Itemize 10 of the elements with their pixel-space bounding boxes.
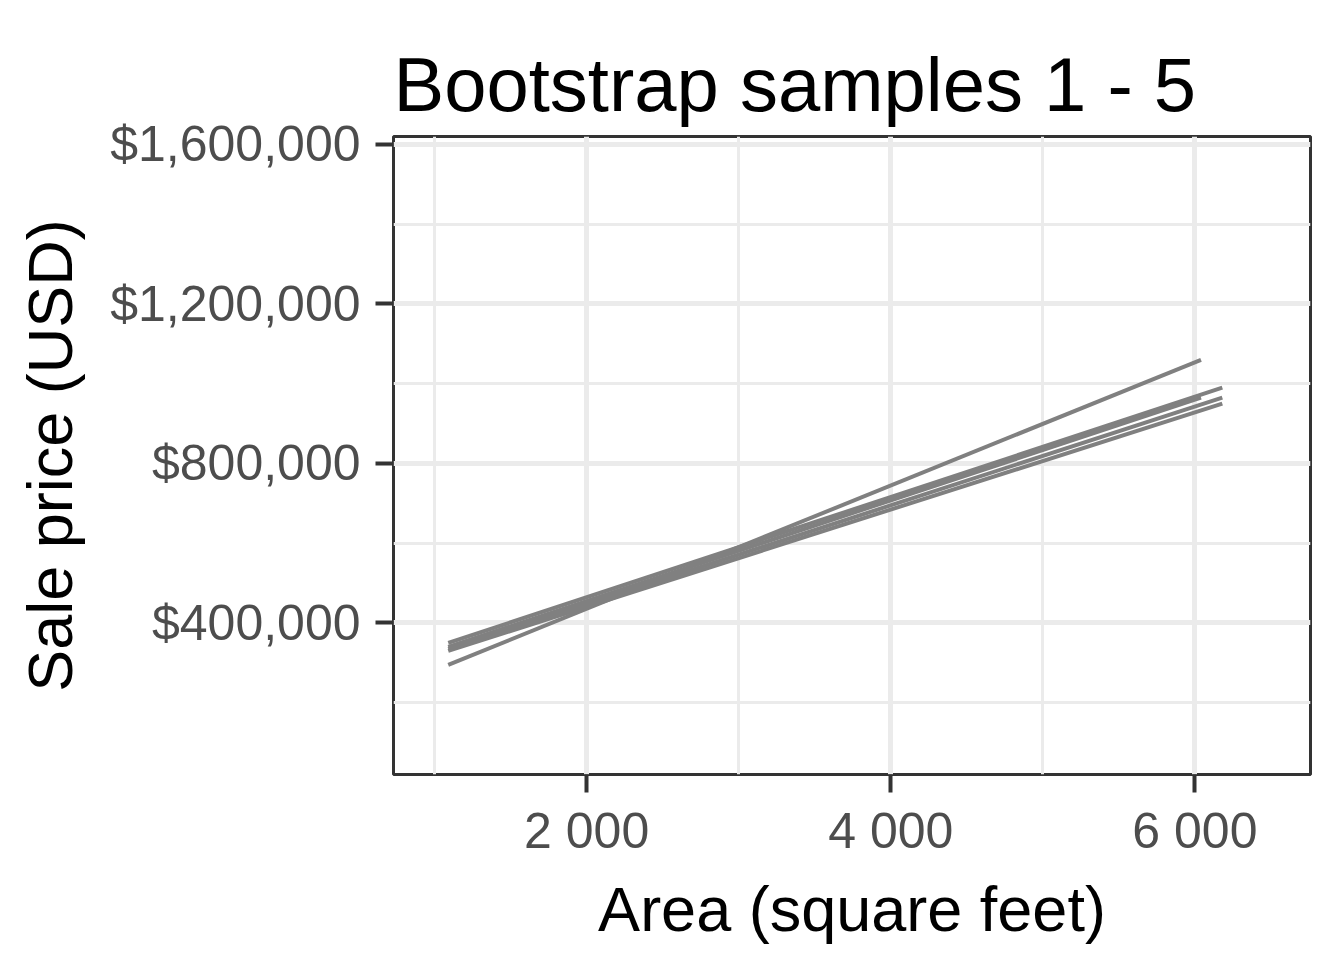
y-tick-label: $1,200,000 [110,275,361,332]
y-axis-title: Sale price (USD) [15,219,86,692]
y-tick-label: $400,000 [151,594,361,651]
y-tick-label: $800,000 [151,435,361,492]
chart-title: Bootstrap samples 1 - 5 [393,41,1197,127]
x-tick-label: 4 000 [828,802,954,859]
x-tick-label: 6 000 [1132,802,1258,859]
x-axis-title: Area (square feet) [598,873,1106,944]
x-tick-label: 2 000 [524,802,650,859]
y-tick-label: $1,600,000 [110,116,361,173]
